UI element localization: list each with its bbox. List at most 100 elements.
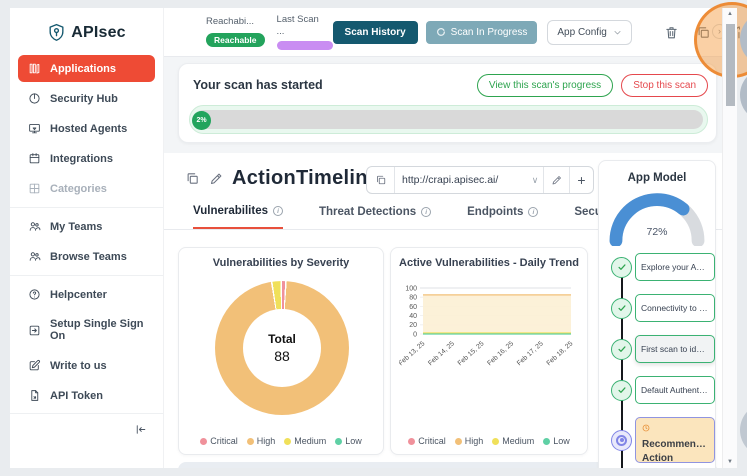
floating-widget-button[interactable] — [740, 12, 747, 66]
step-first-scan[interactable]: First scan to identify vul... — [635, 335, 715, 363]
target-icon — [611, 429, 632, 451]
clone-icon[interactable] — [696, 25, 711, 40]
copy-app-icon[interactable] — [185, 171, 200, 191]
compose-icon — [29, 359, 40, 371]
view-scan-progress-button[interactable]: View this scan's progress — [476, 74, 614, 97]
collapse-left-icon — [136, 425, 146, 434]
security-hub-icon — [29, 93, 40, 104]
sign-in-icon — [29, 325, 40, 335]
sidebar-item-label: Integrations — [50, 152, 113, 165]
scan-progress-bar: 2% — [189, 105, 708, 134]
help-icon — [29, 289, 40, 300]
sidebar-item-hosted-agents[interactable]: Hosted Agents — [18, 115, 155, 142]
severity-legend: Critical High Medium Low — [179, 436, 383, 446]
document-icon — [31, 390, 39, 401]
last-scan-status: Last Scan ... — [276, 14, 333, 50]
svg-text:80: 80 — [409, 295, 417, 302]
add-url-button[interactable]: + — [569, 167, 593, 193]
model-step: First scan to identify vul... — [611, 335, 715, 363]
sidebar-item-write-to-us[interactable]: Write to us — [18, 352, 155, 379]
sidebar-item-categories: Categories — [18, 175, 155, 202]
clock-icon — [642, 424, 650, 432]
sidebar: APIsec Applications Security Hub Hosted … — [10, 8, 164, 468]
scroll-up-arrow[interactable]: ▲ — [727, 11, 733, 17]
scan-history-button[interactable]: Scan History — [332, 20, 418, 44]
sidebar-item-applications[interactable]: Applications — [18, 55, 155, 82]
trend-chart-card: Active Vulnerabilities - Daily Trend 100… — [390, 247, 588, 455]
info-icon[interactable]: i — [421, 207, 432, 217]
trash-icon[interactable] — [664, 25, 679, 40]
edit-url-icon[interactable] — [543, 167, 569, 193]
chevron-down-icon[interactable]: ∨ — [531, 174, 539, 185]
severity-chart-title: Vulnerabilities by Severity — [212, 257, 350, 269]
sidebar-item-integrations[interactable]: Integrations — [18, 145, 155, 172]
app-config-button[interactable]: App Config — [547, 19, 632, 45]
trend-legend: Critical High Medium Low — [391, 436, 587, 446]
tab-threat-detections[interactable]: Threat Detections i — [319, 203, 432, 229]
step-connectivity[interactable]: Connectivity to your appl... — [635, 294, 715, 322]
sidebar-item-label: My Teams — [50, 220, 103, 233]
copy-url-icon[interactable] — [367, 167, 395, 193]
svg-text:0: 0 — [413, 331, 417, 338]
trend-chart-title: Active Vulnerabilities - Daily Trend — [399, 257, 579, 269]
sidebar-item-security-hub[interactable]: Security Hub — [18, 85, 155, 112]
sidebar-item-sso[interactable]: Setup Single Sign On — [18, 311, 155, 349]
info-icon[interactable]: i — [528, 207, 539, 217]
legend-high: High — [246, 436, 275, 446]
brand-logo: APIsec — [10, 8, 163, 52]
host-url-group: http://crapi.apisec.ai/ ∨ + — [366, 166, 594, 194]
scroll-down-arrow[interactable]: ▼ — [727, 459, 733, 465]
donut-center: Total 88 — [243, 309, 321, 387]
legend-medium: Medium — [492, 436, 534, 446]
vertical-scrollbar[interactable]: ▲ ▼ — [722, 8, 737, 468]
app-model-panel: App Model 72% Explore your API compo... … — [598, 160, 716, 468]
last-scan-label: Last Scan ... — [276, 14, 319, 37]
model-step: Recommended Action — [611, 417, 715, 463]
svg-text:Feb 16, 25: Feb 16, 25 — [486, 340, 515, 367]
sidebar-item-label: Hosted Agents — [50, 122, 128, 135]
apisec-shield-icon — [49, 23, 64, 41]
gauge-value: 72% — [646, 226, 668, 238]
people-icon — [29, 252, 41, 261]
step-recommended-action[interactable]: Recommended Action — [635, 417, 715, 463]
step-default-auth[interactable]: Default Authentication C... — [635, 376, 715, 404]
scan-in-progress-button[interactable]: Scan In Progress — [425, 20, 538, 44]
legend-high: High — [454, 436, 483, 446]
severity-donut-chart: Total 88 — [215, 281, 349, 415]
severity-chart-card: Vulnerabilities by Severity Total 88 Cri… — [178, 247, 384, 455]
stop-scan-button[interactable]: Stop this scan — [621, 74, 708, 97]
spinner-icon — [436, 28, 445, 36]
host-url-select[interactable]: http://crapi.apisec.ai/ — [402, 174, 499, 186]
sidebar-collapse-button[interactable] — [10, 413, 163, 441]
scrollbar-thumb[interactable] — [726, 24, 735, 106]
model-step: Connectivity to your appl... — [611, 294, 715, 322]
chevron-down-icon — [614, 30, 621, 34]
divider — [10, 275, 163, 276]
edit-app-title-icon[interactable] — [209, 171, 224, 191]
people-icon — [29, 222, 41, 231]
legend-critical: Critical — [200, 436, 238, 446]
tab-endpoints[interactable]: Endpoints i — [467, 203, 539, 229]
info-icon[interactable]: i — [273, 206, 283, 216]
svg-text:Feb 13, 25: Feb 13, 25 — [399, 340, 426, 367]
applications-icon — [29, 63, 40, 74]
sidebar-item-label: Security Hub — [50, 92, 118, 105]
vulnerability-total: 88 — [274, 348, 290, 364]
tab-vulnerabilities[interactable]: Vulnerabilites i — [193, 203, 283, 229]
app-model-title: App Model — [627, 172, 687, 184]
step-explore[interactable]: Explore your API compo... — [635, 253, 715, 281]
app-model-gauge: 72% — [605, 188, 709, 251]
sidebar-item-browse-teams[interactable]: Browse Teams — [18, 243, 155, 270]
scan-progress-value: 2% — [192, 111, 211, 130]
svg-text:100: 100 — [405, 285, 417, 292]
monitor-icon — [29, 123, 40, 134]
sidebar-item-label: API Token — [50, 389, 103, 402]
model-step: Explore your API compo... — [611, 253, 715, 281]
floating-widget-button[interactable] — [740, 403, 747, 457]
sidebar-item-helpcenter[interactable]: Helpcenter — [18, 281, 155, 308]
sidebar-item-label: Setup Single Sign On — [50, 318, 144, 342]
sidebar-item-api-token[interactable]: API Token — [18, 382, 155, 409]
reachability-label: Reachabi... — [206, 16, 255, 27]
floating-widget-button[interactable] — [740, 68, 747, 122]
sidebar-item-my-teams[interactable]: My Teams — [18, 213, 155, 240]
